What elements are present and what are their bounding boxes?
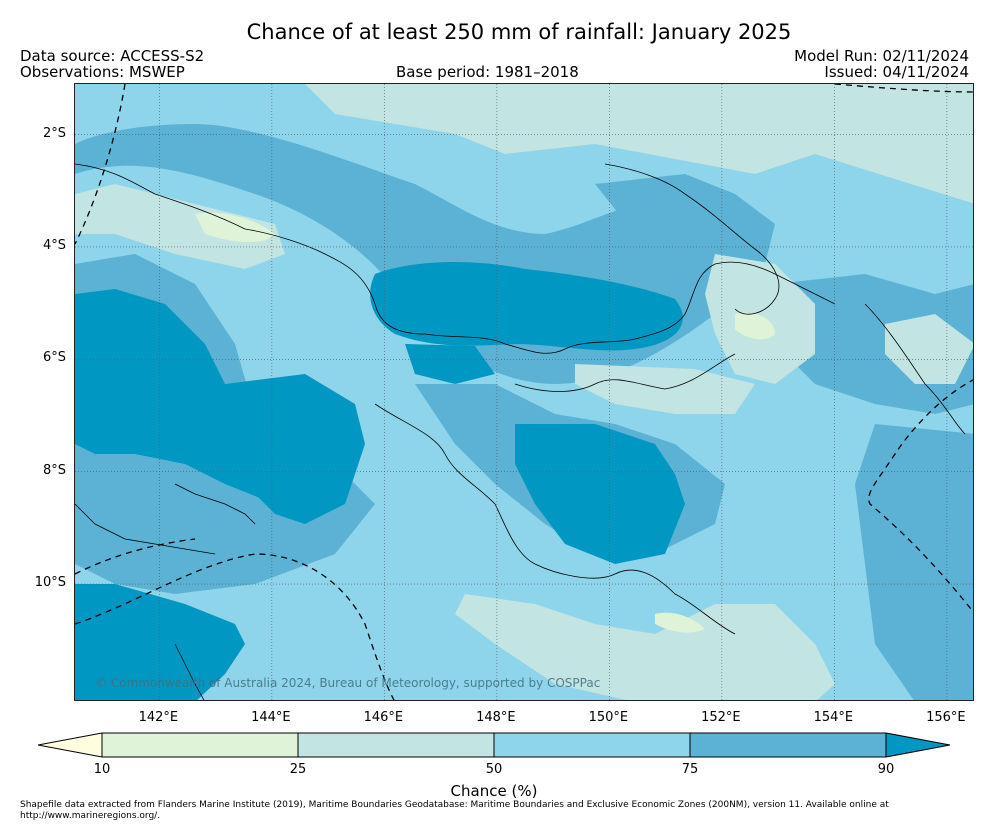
colorbar-tick-label: 50 — [485, 762, 503, 777]
colorbar-segment-50-75 — [494, 733, 690, 757]
base-period-label: Base period: 1981–2018 — [396, 63, 579, 81]
latitude-tick-label: 8°S — [42, 462, 66, 478]
maritime-boundary — [75, 84, 973, 700]
map-title: Chance of at least 250 mm of rainfall: J… — [246, 20, 792, 44]
longitude-tick-label: 154°E — [813, 710, 854, 725]
latitude-tick-label: 10°S — [34, 575, 66, 591]
rainfall-map — [74, 83, 974, 701]
longitude-tick-label: 142°E — [138, 710, 179, 725]
latitude-tick-label: 2°S — [42, 125, 66, 141]
region-25-50-north — [305, 84, 973, 204]
colorbar-tick-label: 90 — [877, 762, 895, 777]
colorbar-label: Chance (%) — [450, 782, 538, 800]
colorbar-segment-10-25 — [102, 733, 298, 757]
longitude-tick-label: 144°E — [251, 710, 291, 725]
coastline — [75, 163, 966, 700]
colorbar-tick-label: 25 — [289, 762, 307, 777]
gridlines — [75, 84, 973, 700]
longitude-tick-label: 150°E — [588, 710, 629, 725]
data-source-label: Data source: ACCESS-S2 — [20, 47, 205, 65]
region-10-25 — [195, 212, 775, 633]
colorbar-segment-75-90 — [690, 733, 886, 757]
colorbar-graphic — [38, 732, 951, 758]
model-run-label: Model Run: 02/11/2024 — [794, 47, 969, 65]
longitude-tick-label: 156°E — [926, 710, 966, 725]
colorbar-segment-under-10 — [38, 733, 102, 757]
latitude-tick-label: 6°S — [42, 350, 66, 366]
map-canvas — [75, 84, 973, 700]
longitude-tick-label: 152°E — [701, 710, 741, 725]
longitude-tick-label: 146°E — [363, 710, 404, 725]
colorbar-tick-label: 75 — [681, 762, 699, 777]
latitude-tick-label: 4°S — [42, 237, 66, 253]
observations-label: Observations: MSWEP — [20, 63, 185, 81]
issued-label: Issued: 04/11/2024 — [824, 63, 969, 81]
colorbar — [38, 732, 952, 762]
colorbar-tick-label: 10 — [93, 762, 111, 777]
footnote: Shapefile data extracted from Flanders M… — [20, 800, 889, 821]
colorbar-segment-over-90 — [886, 733, 950, 757]
copyright-notice: © Commonwealth of Australia 2024, Bureau… — [95, 676, 601, 690]
region-90-plus — [75, 262, 685, 700]
longitude-tick-label: 148°E — [476, 710, 516, 725]
colorbar-segment-25-50 — [298, 733, 494, 757]
